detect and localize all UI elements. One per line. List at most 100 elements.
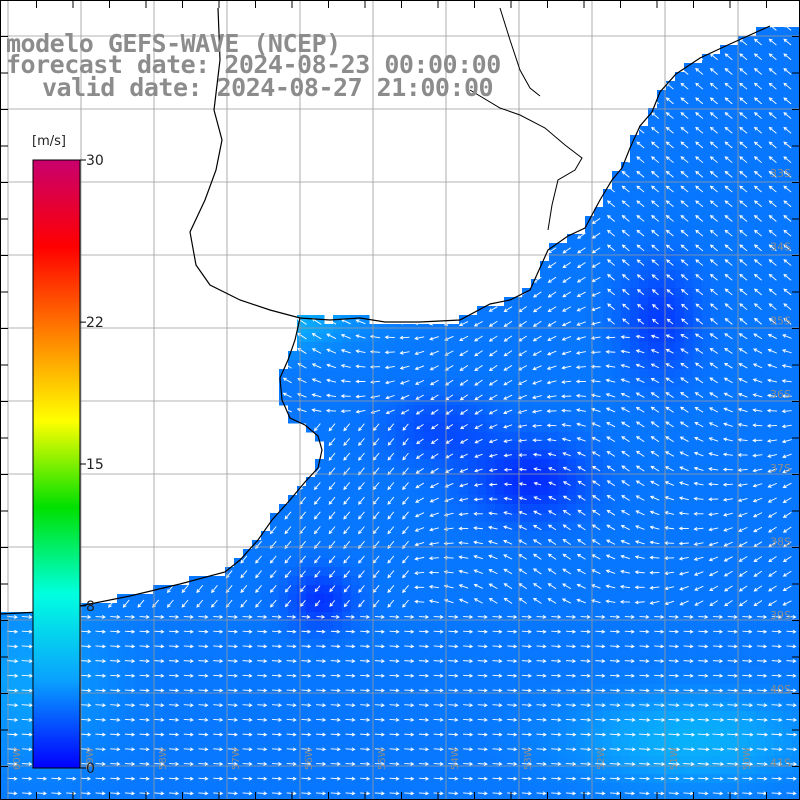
field-cell xyxy=(153,756,163,766)
wind-arrow xyxy=(650,349,660,354)
field-cell xyxy=(378,414,388,424)
field-cell xyxy=(270,540,280,550)
field-cell xyxy=(603,261,613,271)
field-cell xyxy=(396,522,406,532)
field-cell xyxy=(333,477,343,487)
field-cell xyxy=(162,684,172,694)
field-cell xyxy=(513,369,523,379)
field-cell xyxy=(702,783,712,793)
field-cell xyxy=(693,477,703,487)
field-cell xyxy=(594,765,604,775)
field-cell xyxy=(621,351,631,361)
field-cell xyxy=(450,495,460,505)
field-cell xyxy=(567,261,577,271)
field-cell xyxy=(747,468,757,478)
wind-arrow xyxy=(355,349,366,354)
field-cell xyxy=(540,423,550,433)
field-cell xyxy=(504,378,514,388)
field-cell xyxy=(504,603,514,613)
field-cell xyxy=(702,171,712,181)
field-cell xyxy=(414,549,424,559)
field-cell xyxy=(342,504,352,514)
field-cell xyxy=(288,792,298,800)
wind-arrow xyxy=(546,394,557,399)
field-cell xyxy=(630,369,640,379)
field-cell xyxy=(351,711,361,721)
field-cell xyxy=(684,207,694,217)
field-cell xyxy=(603,774,613,784)
field-cell xyxy=(126,666,136,676)
field-cell xyxy=(720,702,730,712)
field-cell xyxy=(783,630,793,640)
field-cell xyxy=(423,567,433,577)
field-cell xyxy=(306,369,316,379)
field-cell xyxy=(657,171,667,181)
field-cell xyxy=(783,36,793,46)
field-cell xyxy=(684,144,694,154)
field-cell xyxy=(666,603,676,613)
field-cell xyxy=(216,792,226,800)
field-cell xyxy=(648,648,658,658)
field-cell xyxy=(630,144,640,154)
field-cell xyxy=(756,405,766,415)
field-cell xyxy=(639,756,649,766)
field-cell xyxy=(792,54,800,64)
field-cell xyxy=(639,585,649,595)
field-cell xyxy=(567,765,577,775)
field-cell xyxy=(522,351,532,361)
field-cell xyxy=(576,594,586,604)
field-cell xyxy=(549,387,559,397)
wind-arrow xyxy=(488,379,498,386)
wind-arrow xyxy=(546,423,557,428)
field-cell xyxy=(342,666,352,676)
field-cell xyxy=(729,729,739,739)
field-cell xyxy=(477,531,487,541)
field-cell xyxy=(477,432,487,442)
wind-arrow xyxy=(429,350,439,356)
field-cell xyxy=(783,189,793,199)
field-cell xyxy=(693,81,703,91)
field-cell xyxy=(423,666,433,676)
field-cell xyxy=(657,495,667,505)
field-cell xyxy=(693,792,703,800)
field-cell xyxy=(540,270,550,280)
field-cell xyxy=(171,648,181,658)
field-cell xyxy=(252,621,262,631)
field-cell xyxy=(738,342,748,352)
field-cell xyxy=(522,747,532,757)
field-cell xyxy=(270,747,280,757)
field-cell xyxy=(549,792,559,800)
field-cell xyxy=(657,558,667,568)
field-cell xyxy=(513,432,523,442)
field-cell xyxy=(198,792,208,800)
field-cell xyxy=(504,495,514,505)
field-cell xyxy=(585,414,595,424)
field-cell xyxy=(513,729,523,739)
field-cell xyxy=(657,756,667,766)
field-cell xyxy=(9,648,19,658)
field-cell xyxy=(585,441,595,451)
field-cell xyxy=(225,666,235,676)
field-cell xyxy=(747,279,757,289)
field-cell xyxy=(297,756,307,766)
field-cell xyxy=(279,693,289,703)
field-cell xyxy=(288,738,298,748)
field-cell xyxy=(729,693,739,703)
field-cell xyxy=(774,711,784,721)
field-cell xyxy=(432,585,442,595)
wind-arrow xyxy=(503,335,513,342)
field-cell xyxy=(738,792,748,800)
field-cell xyxy=(450,630,460,640)
field-cell xyxy=(702,369,712,379)
field-cell xyxy=(423,747,433,757)
field-cell xyxy=(720,45,730,55)
field-cell xyxy=(720,729,730,739)
field-cell xyxy=(144,792,154,800)
field-cell xyxy=(351,783,361,793)
field-cell xyxy=(567,531,577,541)
field-cell xyxy=(405,495,415,505)
field-cell xyxy=(432,594,442,604)
field-cell xyxy=(630,360,640,370)
field-cell xyxy=(324,684,334,694)
field-cell xyxy=(558,675,568,685)
